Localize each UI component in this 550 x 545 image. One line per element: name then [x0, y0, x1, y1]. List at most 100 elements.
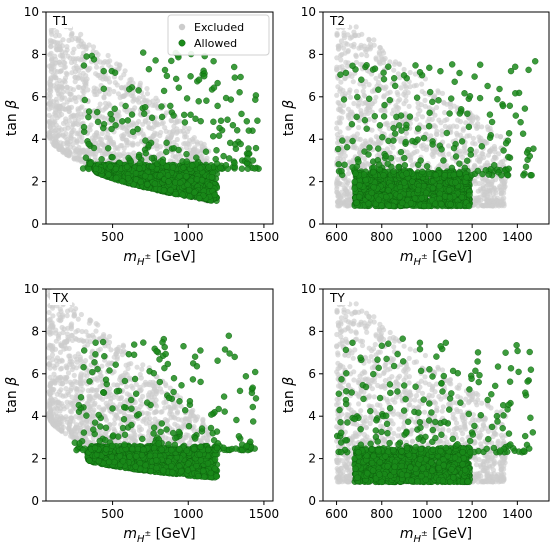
allowed-point [112, 165, 120, 173]
excluded-point [101, 95, 107, 101]
allowed-point [125, 154, 132, 162]
excluded-point [60, 37, 66, 43]
excluded-point [414, 148, 420, 154]
excluded-point [479, 150, 485, 156]
excluded-point [419, 114, 426, 120]
excluded-point [376, 59, 382, 65]
excluded-point [376, 49, 382, 55]
excluded-point [87, 65, 93, 71]
excluded-point [422, 90, 428, 97]
allowed-point [111, 69, 119, 76]
allowed-point [145, 141, 153, 149]
excluded-point [391, 67, 397, 73]
excluded-point [199, 144, 205, 151]
allowed-point [142, 149, 150, 157]
excluded-point [51, 119, 57, 125]
excluded-point [65, 151, 71, 157]
allowed-point [209, 133, 217, 140]
excluded-point [447, 100, 453, 106]
excluded-point [63, 116, 69, 122]
excluded-point [146, 124, 152, 130]
excluded-point [76, 84, 82, 91]
excluded-point [482, 177, 488, 183]
excluded-point [68, 59, 75, 66]
excluded-point [351, 100, 357, 107]
allowed-point [188, 162, 196, 169]
excluded-point [334, 181, 340, 187]
excluded-point [353, 88, 360, 94]
excluded-point [183, 134, 189, 140]
excluded-point [396, 61, 402, 67]
excluded-point [147, 135, 154, 141]
excluded-point [131, 96, 137, 102]
excluded-point [97, 75, 103, 81]
excluded-point [64, 99, 70, 105]
excluded-point [360, 142, 366, 148]
excluded-point [367, 106, 373, 113]
allowed-point [105, 171, 112, 178]
allowed-point [164, 172, 172, 179]
excluded-point [431, 94, 437, 100]
allowed-point [148, 114, 156, 122]
excluded-point [107, 58, 113, 64]
excluded-point [355, 136, 361, 142]
excluded-point [79, 138, 85, 145]
excluded-point [57, 109, 63, 115]
allowed-point [229, 121, 237, 129]
excluded-point [384, 146, 390, 152]
excluded-point [472, 178, 478, 184]
allowed-point [195, 76, 203, 83]
plot-frame [45, 11, 274, 225]
y-tick-label: 4 [31, 132, 39, 146]
excluded-point [121, 145, 127, 151]
excluded-point [118, 75, 124, 81]
excluded-point [107, 86, 113, 93]
allowed-point [124, 117, 131, 124]
allowed-point [119, 178, 126, 185]
excluded-point [54, 29, 60, 35]
excluded-point [407, 84, 413, 90]
excluded-point [154, 138, 160, 144]
allowed-point [168, 57, 175, 65]
excluded-point [151, 124, 157, 130]
excluded-point [80, 88, 86, 94]
excluded-point [134, 121, 140, 127]
excluded-point [162, 125, 168, 131]
excluded-point [470, 140, 476, 146]
excluded-point [154, 146, 160, 152]
excluded-point [344, 203, 350, 209]
allowed-point [237, 140, 244, 148]
excluded-point [53, 127, 59, 133]
x-axis-label: mH± [GeV] [123, 249, 195, 268]
excluded-point [475, 115, 481, 122]
excluded-point [366, 82, 372, 88]
excluded-point [69, 124, 75, 130]
excluded-point [117, 62, 123, 69]
excluded-point [62, 64, 68, 70]
excluded-point [102, 151, 108, 157]
allowed-point [145, 65, 153, 73]
excluded-point [58, 68, 64, 74]
excluded-point [440, 151, 446, 157]
excluded-point [484, 124, 491, 130]
allowed-point [224, 116, 231, 123]
excluded-point [46, 106, 52, 112]
excluded-point [337, 88, 343, 94]
excluded-point [62, 95, 68, 101]
excluded-point [46, 112, 52, 118]
excluded-point [60, 141, 67, 147]
excluded-point [358, 61, 364, 67]
excluded-point [436, 117, 442, 123]
excluded-point [72, 74, 78, 80]
allowed-point [119, 118, 126, 125]
excluded-point [99, 141, 105, 147]
legend-marker-excluded [178, 23, 186, 31]
excluded-point [102, 90, 108, 97]
x-tick-label: 1500 [249, 230, 280, 244]
excluded-point [462, 148, 468, 154]
excluded-point [385, 90, 391, 96]
excluded-point [122, 68, 128, 74]
excluded-point [52, 136, 59, 142]
excluded-point [335, 84, 341, 90]
